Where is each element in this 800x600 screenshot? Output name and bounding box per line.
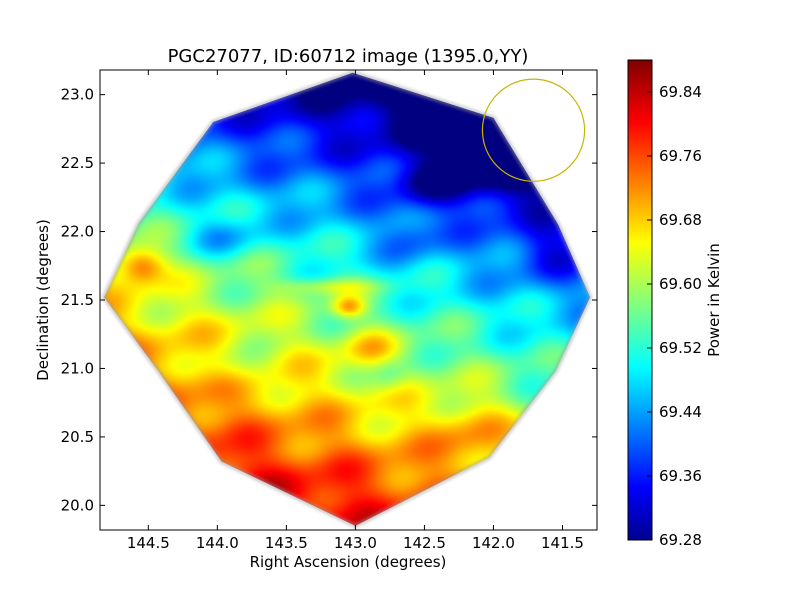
x-tick-label: 142.0 bbox=[472, 534, 515, 552]
beam-circle bbox=[481, 78, 586, 182]
colorbar-tick-label: 69.76 bbox=[659, 147, 702, 165]
colorbar-tick-label: 69.52 bbox=[659, 339, 702, 357]
y-tick-label: 21.0 bbox=[61, 359, 94, 377]
colorbar-axis: 69.28 69.36 69.44 69.52 69.60 69.68 69.76 69.84 bbox=[647, 83, 702, 549]
x-tick-label: 141.5 bbox=[541, 534, 584, 552]
x-tick-label: 142.5 bbox=[403, 534, 446, 552]
colorbar-tick-label: 69.68 bbox=[659, 211, 702, 229]
y-tick-label: 21.5 bbox=[61, 291, 94, 309]
y-tick-label: 22.5 bbox=[61, 154, 94, 172]
colorbar-tick-label: 69.44 bbox=[659, 403, 702, 421]
x-tick-label: 143.0 bbox=[334, 534, 377, 552]
y-axis-label: Declination (degrees) bbox=[34, 219, 52, 381]
x-tick-label: 144.5 bbox=[127, 534, 170, 552]
colorbar-tick-label: 69.60 bbox=[659, 275, 702, 293]
colorbar-label: Power in Kelvin bbox=[705, 243, 723, 357]
y-axis: 20.0 20.5 21.0 21.5 22.0 22.5 23.0 bbox=[61, 86, 597, 514]
colorbar-tick-label: 69.36 bbox=[659, 467, 702, 485]
y-tick-label: 23.0 bbox=[61, 86, 94, 104]
y-tick-label: 22.0 bbox=[61, 223, 94, 241]
x-tick-label: 144.0 bbox=[196, 534, 239, 552]
y-tick-label: 20.5 bbox=[61, 428, 94, 446]
y-tick-label: 20.0 bbox=[61, 496, 94, 514]
x-axis-label: Right Ascension (degrees) bbox=[250, 553, 447, 571]
colorbar-tick-label: 69.28 bbox=[659, 531, 702, 549]
chart-title: PGC27077, ID:60712 image (1395.0,YY) bbox=[168, 46, 529, 67]
colorbar-tick-label: 69.84 bbox=[659, 83, 702, 101]
colorbar bbox=[627, 59, 653, 541]
x-tick-label: 143.5 bbox=[265, 534, 308, 552]
x-axis: 144.5 144.0 143.5 143.0 142.5 142.0 141.5 bbox=[127, 70, 584, 552]
